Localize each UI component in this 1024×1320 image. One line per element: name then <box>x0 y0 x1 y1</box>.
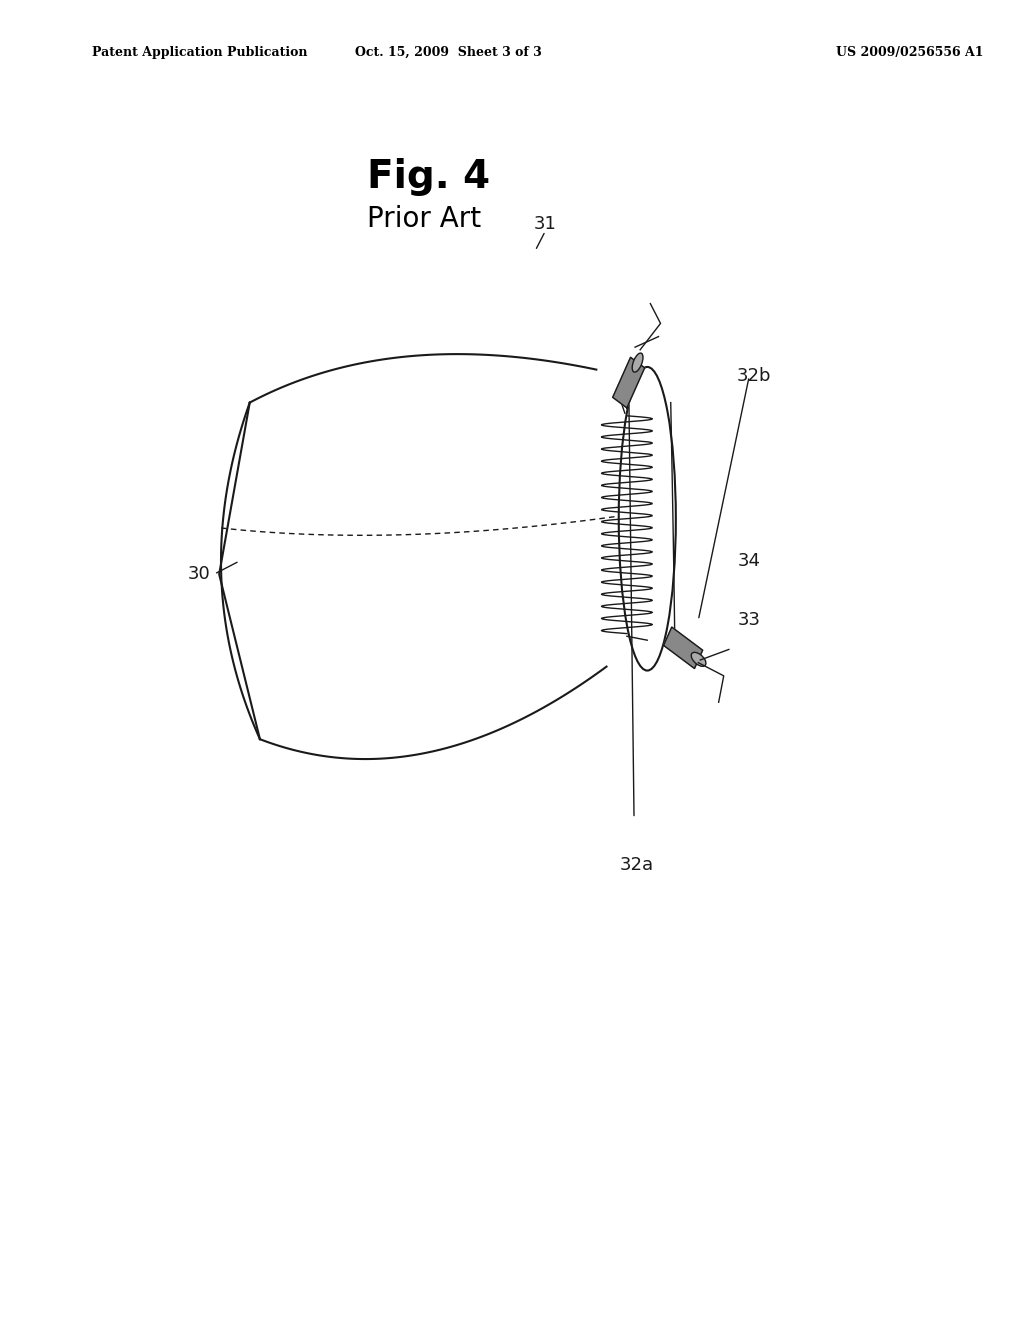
Ellipse shape <box>691 652 706 667</box>
Text: Prior Art: Prior Art <box>367 205 481 232</box>
Text: Fig. 4: Fig. 4 <box>367 158 490 197</box>
Text: 32b: 32b <box>737 367 771 385</box>
Text: US 2009/0256556 A1: US 2009/0256556 A1 <box>836 46 983 59</box>
Text: 31: 31 <box>534 215 557 234</box>
Ellipse shape <box>618 367 676 671</box>
Ellipse shape <box>632 352 643 372</box>
Text: 30: 30 <box>187 565 210 583</box>
Polygon shape <box>612 358 645 408</box>
Text: 34: 34 <box>737 552 761 570</box>
Text: Patent Application Publication: Patent Application Publication <box>92 46 307 59</box>
Polygon shape <box>664 627 702 668</box>
Text: 32a: 32a <box>620 855 654 874</box>
Text: Oct. 15, 2009  Sheet 3 of 3: Oct. 15, 2009 Sheet 3 of 3 <box>355 46 542 59</box>
Text: 33: 33 <box>737 611 761 630</box>
